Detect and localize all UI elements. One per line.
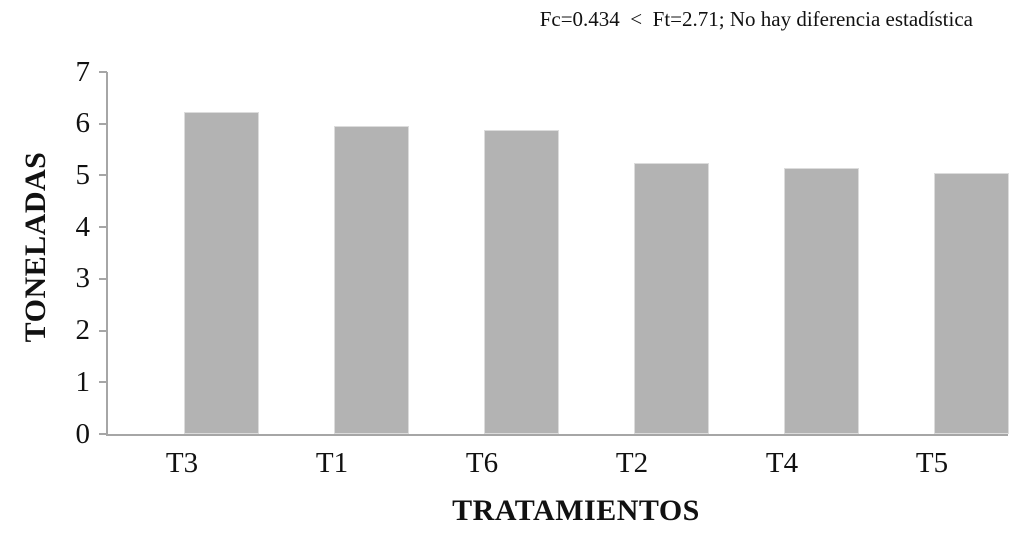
annotation-text: Fc=0.434 < Ft=2.71; No hay diferencia es… bbox=[539, 7, 973, 31]
y-tick-label: 0 bbox=[75, 417, 91, 450]
y-tick-label: 5 bbox=[75, 158, 91, 191]
x-category-label-T5: T5 bbox=[915, 447, 949, 479]
y-tick-label: 6 bbox=[75, 107, 91, 140]
x-axis-title: TRATAMIENTOS bbox=[452, 494, 700, 527]
y-axis-line bbox=[106, 72, 108, 436]
bar-T3 bbox=[184, 112, 259, 434]
y-tick-mark bbox=[99, 174, 107, 177]
x-axis-line bbox=[106, 434, 1008, 436]
y-tick-mark bbox=[99, 71, 107, 73]
x-category-label-T3: T3 bbox=[165, 447, 199, 479]
y-tick-label: 7 bbox=[75, 55, 91, 88]
y-tick-label: 1 bbox=[75, 365, 91, 398]
y-tick-mark bbox=[99, 329, 107, 332]
bar-T1 bbox=[334, 125, 409, 434]
y-tick-label: 4 bbox=[75, 210, 91, 243]
bar-T4 bbox=[784, 167, 859, 434]
y-tick-mark bbox=[99, 226, 107, 229]
x-category-label-T6: T6 bbox=[465, 447, 499, 479]
y-tick-label: 3 bbox=[75, 262, 91, 295]
bar-T5 bbox=[934, 172, 1009, 434]
y-tick-mark bbox=[99, 433, 107, 435]
bar-T6 bbox=[484, 129, 559, 434]
bar-T2 bbox=[634, 162, 709, 434]
y-tick-label: 2 bbox=[75, 314, 91, 347]
y-tick-mark bbox=[99, 381, 107, 384]
x-category-label-T2: T2 bbox=[615, 447, 649, 479]
y-tick-mark bbox=[99, 122, 107, 125]
y-tick-mark bbox=[99, 277, 107, 280]
x-category-label-T1: T1 bbox=[315, 447, 349, 479]
x-category-label-T4: T4 bbox=[765, 447, 799, 479]
